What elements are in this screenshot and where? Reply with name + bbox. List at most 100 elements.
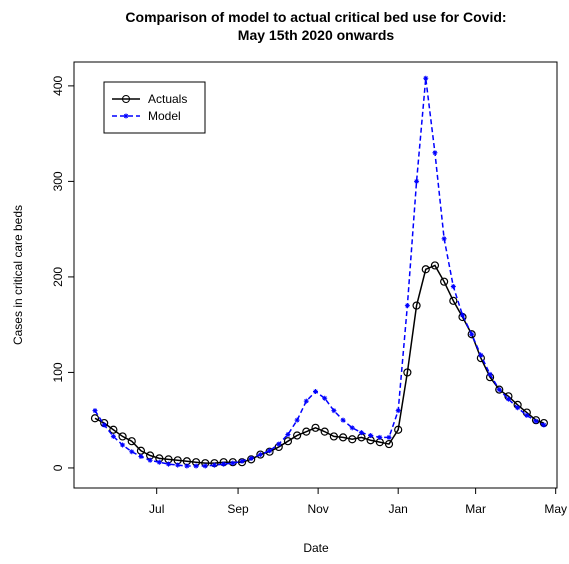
x-tick-label: May [544, 502, 567, 516]
point [440, 277, 449, 286]
point [414, 178, 420, 184]
point [138, 453, 144, 459]
point [313, 389, 318, 395]
point [395, 408, 401, 414]
point [421, 265, 430, 274]
point [423, 75, 429, 81]
point [505, 396, 511, 402]
point [340, 417, 346, 423]
point [349, 425, 355, 431]
point [256, 450, 265, 459]
point [239, 458, 245, 464]
y-tick-label: 200 [51, 267, 65, 287]
point [329, 432, 338, 441]
point [449, 296, 458, 305]
point [478, 352, 484, 358]
point [221, 461, 227, 467]
point [129, 449, 135, 455]
point [101, 422, 107, 428]
point [230, 460, 236, 466]
series-line [94, 264, 545, 464]
point [467, 330, 476, 339]
plot-frame [73, 61, 558, 489]
point [384, 439, 394, 449]
point [156, 459, 162, 465]
point [496, 387, 502, 393]
series-line [94, 78, 545, 467]
point [531, 416, 541, 425]
point [515, 405, 521, 411]
point [331, 408, 337, 414]
point [495, 385, 504, 394]
point [302, 427, 311, 436]
point [110, 433, 116, 439]
point [184, 463, 190, 469]
chart-subtitle: May 15th 2020 onwards [238, 27, 395, 43]
y-tick-label: 300 [51, 171, 65, 191]
y-tick-label: 0 [51, 464, 65, 471]
y-axis-label: Cases in critical care beds [11, 205, 25, 345]
point [118, 432, 127, 441]
point [248, 455, 254, 461]
point [469, 331, 475, 337]
point [358, 430, 364, 436]
point [533, 418, 539, 424]
legend-box [103, 81, 206, 134]
point [257, 452, 263, 458]
point [450, 283, 456, 289]
point [92, 408, 98, 414]
point [403, 368, 412, 377]
x-tick-label: Jul [149, 502, 164, 516]
chart-title: Comparison of model to actual critical b… [125, 9, 506, 25]
point [120, 442, 126, 448]
y-tick-label: 100 [51, 362, 65, 382]
point [90, 414, 100, 423]
point [541, 422, 547, 428]
point [394, 425, 403, 434]
point [175, 462, 181, 468]
point [322, 395, 328, 401]
legend-marker [123, 113, 129, 119]
point [109, 425, 118, 434]
point [211, 462, 217, 468]
point [293, 431, 302, 440]
point [460, 312, 465, 318]
point [386, 434, 392, 440]
x-tick-label: Sep [227, 502, 249, 516]
point [320, 427, 329, 436]
legend-marker [122, 95, 130, 103]
point [237, 458, 247, 467]
point [127, 437, 136, 446]
x-axis-label: Date [303, 541, 329, 555]
point [487, 371, 493, 377]
legend-label: Actuals [148, 92, 187, 106]
point [441, 236, 447, 242]
legend-label: Model [148, 109, 181, 123]
point [202, 463, 208, 469]
x-tick-label: Mar [465, 502, 486, 516]
point [193, 463, 199, 469]
y-tick-label: 400 [51, 76, 65, 96]
point [348, 435, 357, 444]
point [285, 432, 291, 438]
point [430, 261, 440, 270]
point [377, 434, 383, 440]
point [294, 417, 300, 423]
point [247, 455, 256, 464]
point [267, 448, 273, 454]
point [276, 441, 282, 447]
x-tick-label: Nov [307, 502, 328, 516]
point [303, 398, 309, 404]
point [147, 457, 153, 463]
point [166, 461, 171, 467]
point [311, 423, 320, 432]
x-tick-label: Jan [389, 502, 408, 516]
point [524, 412, 530, 418]
point [412, 301, 421, 310]
point [404, 303, 410, 309]
point [368, 432, 374, 438]
point [283, 437, 293, 446]
point [432, 150, 438, 156]
point [338, 433, 348, 442]
